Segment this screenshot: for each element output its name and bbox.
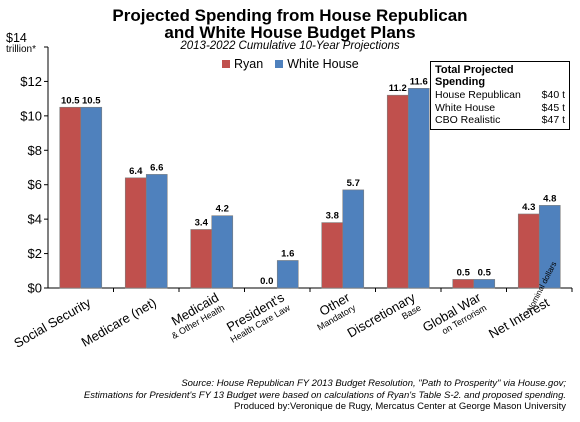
bar-ryan [59,106,82,289]
legend-item-white-house: White House [275,57,359,71]
totals-label: White House [435,101,496,114]
y-axis-unit: trillion* [6,44,37,55]
footer-line3: Produced by:Veronique de Rugy, Mercatus … [234,401,566,412]
totals-row: CBO Realistic $47 t [435,114,565,127]
legend: Ryan White House [222,57,359,71]
category-label: Net Interest [486,295,552,342]
source-footer: Source: House Republican FY 2013 Budget … [84,378,566,413]
legend-swatch-ryan [222,60,230,68]
category-label-group: Net Interest [486,295,552,342]
bar-white-house [538,205,561,289]
bar-value-label: 1.6 [281,248,294,259]
chart-title-line2: and White House Budget Plans [164,23,416,42]
bar-white-house [211,215,234,289]
bar-value-label: 4.8 [543,193,556,204]
totals-title: Total Projected Spending [435,64,514,88]
bar-value-label: 0.5 [478,267,492,278]
totals-row: White House $45 t [435,102,565,115]
totals-row: House Republican $40 t [435,89,565,102]
totals-label: House Republican [435,89,521,101]
bar-white-house [342,189,365,289]
category-label-group: Medicare (net) [79,295,159,350]
bar-ryan [386,94,409,289]
legend-label-ryan: Ryan [234,57,264,71]
legend-swatch-white-house [275,60,284,68]
footer-line2: Estimations for President's FY 13 Budget… [83,389,566,401]
y-axis-top-tick: $14 [6,31,27,45]
totals-value: $40 t [541,89,565,101]
bar-ryan [124,177,147,289]
bar-value-label: 10.5 [82,95,101,106]
bar-ryan [517,213,540,289]
bar-value-label: 11.2 [389,83,407,94]
y-axis-unit-label: $14 trillion* [6,32,36,56]
bar-white-house [473,279,496,289]
bar-value-label: 6.4 [129,166,143,177]
y-tick-label: $2 [28,246,42,261]
y-tick-label: $4 [28,212,42,227]
bar-ryan [452,279,475,289]
y-tick-label: $10 [20,108,42,123]
bar-value-label: 4.3 [522,202,535,213]
chart-subtitle: 2013-2022 Cumulative 10-Year Projections [180,40,400,52]
category-label: Medicare (net) [79,295,159,350]
bar-value-label: 3.8 [326,211,339,222]
bar-value-label: 5.7 [347,178,360,189]
totals-value: $47 t [541,114,565,126]
bar-value-label: 0.5 [457,267,471,278]
bar-value-label: 11.6 [410,76,428,87]
totals-box: Total Projected Spending House Republica… [430,61,570,130]
bar-ryan [190,229,213,289]
bar-value-label: 6.6 [150,162,163,173]
legend-item-ryan: Ryan [222,57,263,71]
y-tick-label: $8 [28,143,42,158]
totals-value: $45 t [541,101,565,114]
legend-label-white-house: White House [287,57,359,71]
bar-value-label: 4.2 [216,204,229,215]
chart-title-line1: Projected Spending from House Republican [112,6,468,25]
footer-line1: Source: House Republican FY 2013 Budget … [181,378,566,389]
bar-white-house [145,174,168,289]
bar-white-house [276,260,299,289]
bar-ryan [321,222,344,289]
bar-value-label: 10.5 [61,95,80,106]
bar-white-house [407,88,430,289]
bar-white-house [80,106,103,289]
y-tick-label: $6 [28,177,42,192]
bar-value-label: 0.0 [260,276,273,287]
bar-value-label: 3.4 [195,217,209,228]
y-tick-label: $12 [20,74,42,89]
y-tick-label: $0 [28,281,42,296]
totals-label: CBO Realistic [435,114,501,126]
category-label-group: Medicaid& Other Health [169,290,227,341]
